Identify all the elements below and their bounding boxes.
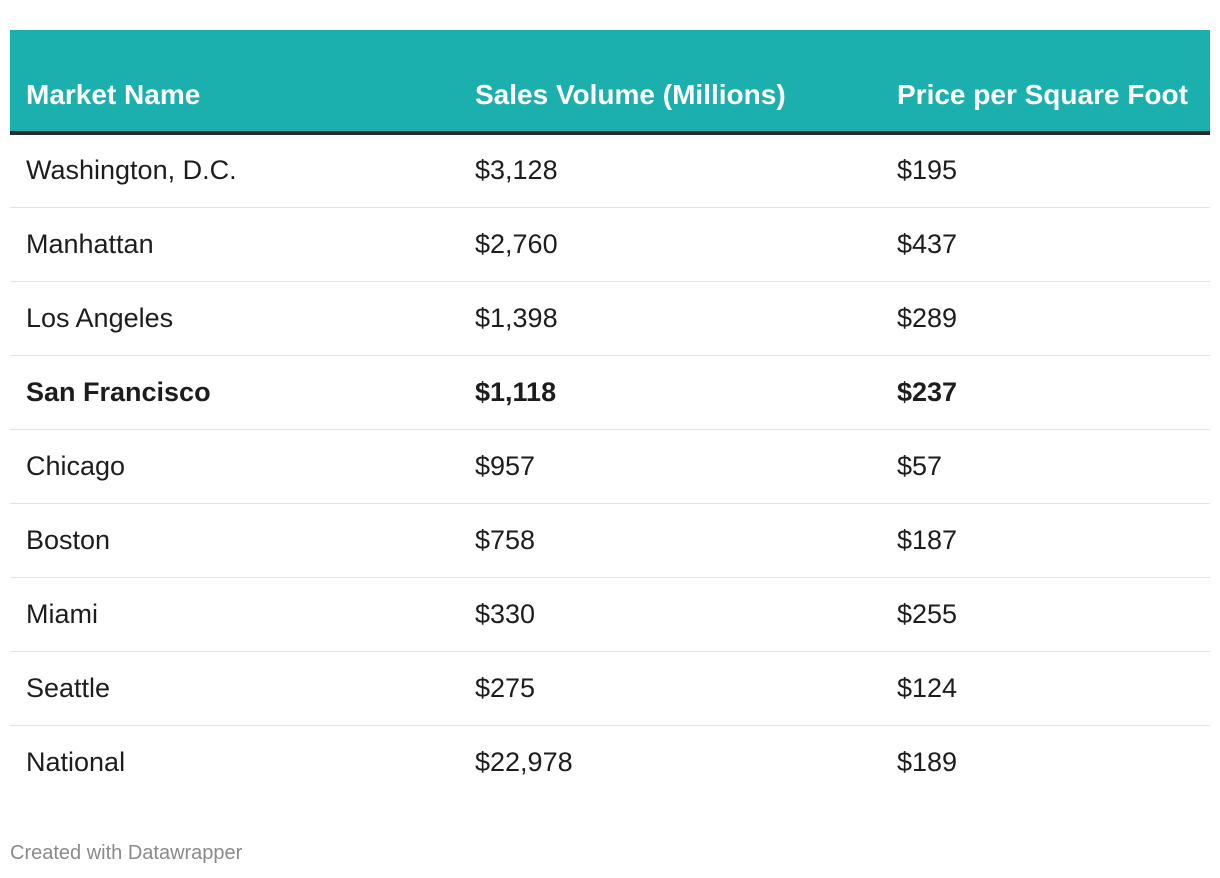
cell-price-per-square-foot: $57 [881,429,1210,504]
cell-price-per-square-foot: $289 [881,281,1210,356]
table-row: San Francisco $1,118 $237 [10,355,1210,430]
data-table-container: Market Name Sales Volume (Millions) Pric… [10,30,1210,799]
table-body: Washington, D.C. $3,128 $195 Manhattan $2,76… [10,133,1210,799]
cell-price-per-square-foot: $237 [881,355,1210,430]
datawrapper-credit: Created with Datawrapper [10,842,243,864]
cell-price-per-square-foot: $195 [881,133,1210,208]
header-row: Market Name Sales Volume (Millions) Pric… [10,30,1210,135]
cell-market-name: National [26,746,126,777]
cell-sales-volume: $1,398 [459,281,881,356]
cell-market-name: Washington, D.C. [10,133,459,208]
table-row: Los Angeles $1,398 $289 [10,281,1210,356]
cell-price-per-square-foot: $255 [881,577,1210,652]
cell-market-name: Miami [10,577,459,652]
cell-sales-volume: $22,978 [475,746,573,777]
cell-market-name: Chicago [10,429,459,504]
cell-sales-volume: $957 [459,429,881,504]
table-row: Manhattan $2,760 $437 [10,207,1210,282]
table-row: Washington, D.C. $3,128 $195 [10,133,1210,208]
table-header: Market Name Sales Volume (Millions) Pric… [10,30,1210,135]
table-row: Seattle $275 $124 [10,651,1210,726]
column-header-sales-volume[interactable]: Sales Volume (Millions) [459,30,881,135]
cell-sales-volume: $3,128 [459,133,881,208]
cell-price-per-square-foot: $189 [897,746,958,777]
cell-price-per-square-foot: $187 [881,503,1210,578]
column-header-market-name[interactable]: Market Name [10,30,459,135]
cell-sales-volume: $758 [459,503,881,578]
cell-market-name: San Francisco [10,355,459,430]
cell-market-name: Seattle [10,651,459,726]
cell-sales-volume: $275 [459,651,881,726]
table-row: Boston $758 $187 [10,503,1210,578]
cell-market-name: Manhattan [10,207,459,282]
column-header-price-per-square-foot[interactable]: Price per Square Foot [881,30,1210,135]
table-row: Miami $330 $255 [10,577,1210,652]
table-row: National $22,978 $189 [10,725,1210,799]
cell-price-per-square-foot: $124 [881,651,1210,726]
data-table: Market Name Sales Volume (Millions) Pric… [10,30,1210,799]
cell-sales-volume: $2,760 [459,207,881,282]
cell-market-name: Los Angeles [10,281,459,356]
cell-sales-volume: $1,118 [459,355,881,430]
cell-market-name: Boston [10,503,459,578]
table-row: Chicago $957 $57 [10,429,1210,504]
cell-sales-volume: $330 [459,577,881,652]
cell-price-per-square-foot: $437 [881,207,1210,282]
